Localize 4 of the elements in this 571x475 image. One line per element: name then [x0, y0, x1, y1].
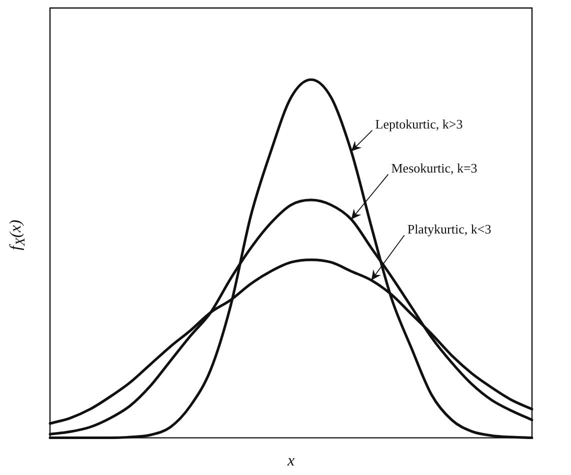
x-axis-title: x	[286, 452, 295, 470]
text: Mesokurtic, k=3	[391, 160, 478, 176]
text: Leptokurtic, k>3	[375, 116, 463, 132]
text: Platykurtic, k<3	[407, 222, 492, 237]
